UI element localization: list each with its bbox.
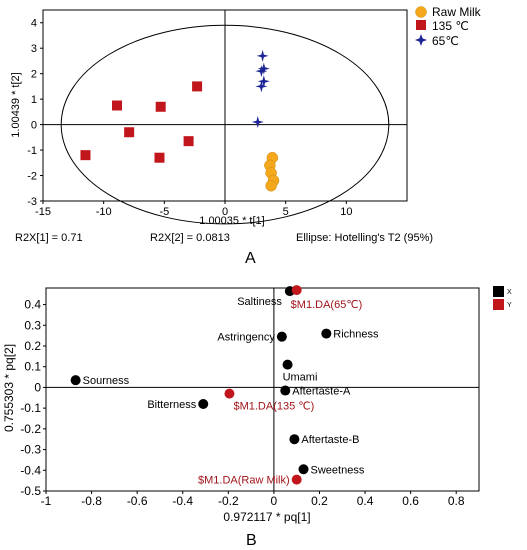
panel-a-x-tick-label: -15 xyxy=(35,206,51,218)
legend-x-marker xyxy=(493,286,504,297)
panel-a-y-tick-label: 2 xyxy=(31,69,37,81)
x-point-sourness xyxy=(70,375,81,386)
x-point-label: Bitterness xyxy=(147,399,196,411)
panel-b-x-tick-label: 0.4 xyxy=(357,494,374,508)
x-point-aftertaste-b xyxy=(289,434,300,445)
panel-b-y-tick-label: 0.3 xyxy=(24,318,41,332)
legend-raw-milk-marker xyxy=(415,6,427,18)
panel-b-plot-frame xyxy=(45,287,480,492)
y-point-label: $M1.DA(65℃) xyxy=(291,299,363,311)
y-point-label: $M1.DA(Raw Milk) xyxy=(198,475,290,487)
panel-a-y-tick-label: -1 xyxy=(27,145,37,157)
legend-raw-milk-label: Raw Milk xyxy=(432,5,482,19)
point-135c xyxy=(183,136,194,147)
ellipse-stat: Ellipse: Hotelling's T2 (95%) xyxy=(296,232,433,244)
panel-b-y-tick-label: -0.4 xyxy=(20,463,41,477)
point-135c xyxy=(124,127,135,138)
point-65c xyxy=(251,116,264,129)
r2x2-stat: R2X[2] = 0.0813 xyxy=(150,232,230,244)
legend-y-label: Y xyxy=(507,302,512,309)
x-point-bitterness xyxy=(198,399,209,409)
hotelling-t2-ellipse xyxy=(60,24,390,225)
x-point-label: Aftertaste-A xyxy=(292,386,351,398)
panel-a-y-tick-label: 1 xyxy=(31,94,37,106)
point-65c xyxy=(255,65,268,78)
point-65c xyxy=(257,62,270,75)
panel-a-x-tick-label: 5 xyxy=(283,206,289,218)
panel-b-x-axis-label: 0.972117 * pq[1] xyxy=(223,510,310,524)
panel-b-x-tick-label: 0.6 xyxy=(402,494,419,508)
legend-65-label: 65℃ xyxy=(432,34,459,48)
legend-65-marker xyxy=(415,34,427,46)
panel-a-x-tick-label: -10 xyxy=(96,206,112,218)
panel-a-y-tick-label: 3 xyxy=(31,43,37,55)
panel-a-label: A xyxy=(245,250,256,267)
panel-a-x-tick-label: 10 xyxy=(340,206,352,218)
y-point-label: $M1.DA(135 ℃) xyxy=(233,401,314,413)
x-point-label: Umami xyxy=(283,372,318,384)
panel-b-x-tick-label: -0.8 xyxy=(81,494,102,508)
panel-b-y-tick-label: -0.3 xyxy=(20,443,41,457)
panel-b-y-tick-label: -0.1 xyxy=(20,401,41,415)
point-raw-milk xyxy=(265,179,277,192)
panel-b-x-tick-label: -0.4 xyxy=(172,494,193,508)
panel-b-y-tick-label: 0.1 xyxy=(24,360,41,374)
panel-b-y-tick-label: 0.2 xyxy=(24,339,41,353)
panel-a-y-tick-label: -3 xyxy=(27,196,37,208)
panel-b-y-tick-label: -0.2 xyxy=(20,422,41,436)
panel-b-x-tick-label: 0.8 xyxy=(448,494,465,508)
panel-b-y-tick-label: 0 xyxy=(34,380,41,394)
panel-b-x-tick-label: -0.2 xyxy=(218,494,239,508)
x-point-richness xyxy=(321,328,332,339)
panel-b-y-tick-label: -0.5 xyxy=(20,484,41,498)
y-point-2 xyxy=(291,474,302,485)
point-135c xyxy=(80,150,91,161)
x-point-label: Richness xyxy=(333,329,379,341)
legend-y-marker xyxy=(493,299,504,310)
x-point-label: Sweetness xyxy=(311,464,365,476)
x-point-label: Aftertaste-B xyxy=(301,434,359,446)
x-point-label: Saltiness xyxy=(237,296,282,308)
panel-b-y-axis-label: 0.755303 * pq[2] xyxy=(2,344,16,432)
panel-a-y-tick-label: 0 xyxy=(31,120,37,132)
point-135c xyxy=(112,100,123,111)
panel-a-y-axis-label: 1.00439 * t[2] xyxy=(10,72,22,137)
panel-b-y-tick-label: 0.4 xyxy=(24,298,41,312)
r2x1-stat: R2X[1] = 0.71 xyxy=(15,232,83,244)
point-65c xyxy=(256,49,269,62)
panel-b-x-tick-label: 0 xyxy=(271,494,278,508)
legend-x-label: X xyxy=(507,289,512,296)
x-point-aftertaste-a xyxy=(280,385,291,396)
y-point-0 xyxy=(291,285,302,296)
panel-b-legend: X Y xyxy=(493,286,512,310)
panel-b-label: B xyxy=(246,532,257,549)
panel-a-y-tick-label: -2 xyxy=(27,171,37,183)
point-135c xyxy=(154,152,165,163)
legend-135-label: 135 ℃ xyxy=(432,19,469,33)
x-point-label: Sourness xyxy=(83,375,130,387)
x-point-astringency xyxy=(276,331,287,342)
panel-a-x-axis-label: 1.00035 * t[1] xyxy=(199,215,264,227)
panel-b-x-tick-label: -0.6 xyxy=(127,494,148,508)
panel-b-x-tick-label: -1 xyxy=(41,494,52,508)
panel-a-legend: Raw Milk 135 ℃ 65℃ xyxy=(415,5,482,48)
panel-a-y-tick-label: 4 xyxy=(31,18,37,30)
panel-a-x-tick-label: -5 xyxy=(159,206,169,218)
panel-a-x-tick-label: 0 xyxy=(222,206,228,218)
legend-135-marker xyxy=(416,20,426,30)
panel-b: -1 -0.8 -0.6 -0.4 -0.2 0 0.2 0.4 0.6 0.8 -0.5 -0.4 -… xyxy=(2,285,512,549)
point-65c xyxy=(257,75,270,88)
point-65c xyxy=(255,80,268,93)
x-point-umami xyxy=(282,359,293,370)
y-point-1 xyxy=(224,388,235,399)
point-135c xyxy=(155,101,166,112)
point-135c xyxy=(192,81,203,92)
x-point-label: Astringency xyxy=(217,332,275,344)
panel-b-x-tick-label: 0.2 xyxy=(311,494,328,508)
x-point-sweetness xyxy=(298,464,309,475)
